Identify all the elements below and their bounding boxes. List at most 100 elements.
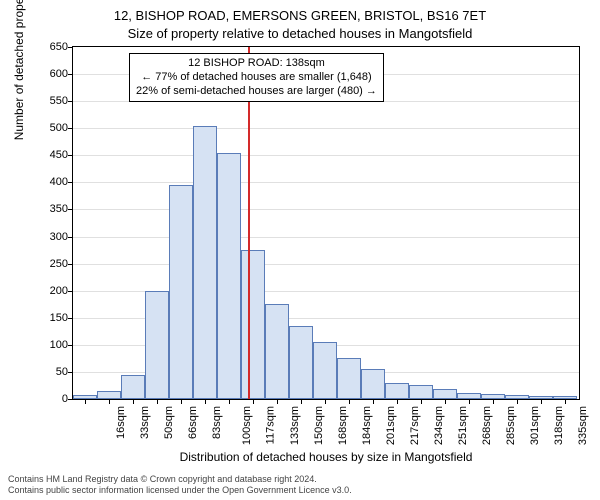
xtick-label: 100sqm <box>241 406 253 445</box>
xtick-label: 66sqm <box>187 406 199 439</box>
ytick-label: 400 <box>28 176 68 188</box>
xtick-mark <box>421 400 422 404</box>
ytick-mark <box>68 399 72 400</box>
annotation-box: 12 BISHOP ROAD: 138sqm ← 77% of detached… <box>129 53 384 102</box>
gridline <box>73 264 579 265</box>
histogram-bar <box>193 126 217 399</box>
histogram-bar <box>337 358 361 399</box>
histogram-bar <box>361 369 385 399</box>
xtick-label: 117sqm <box>264 406 276 444</box>
xtick-label: 168sqm <box>337 406 349 445</box>
xtick-mark <box>205 400 206 404</box>
histogram-bar <box>409 385 433 399</box>
xtick-label: 50sqm <box>163 406 175 439</box>
ytick-mark <box>68 264 72 265</box>
ytick-label: 0 <box>28 393 68 405</box>
xtick-mark <box>229 400 230 404</box>
histogram-bar <box>265 304 289 399</box>
histogram-bar <box>169 185 193 399</box>
xtick-label: 234sqm <box>433 406 445 445</box>
xtick-label: 83sqm <box>211 406 223 439</box>
histogram-bar <box>217 153 241 399</box>
gridline <box>73 128 579 129</box>
xtick-mark <box>277 400 278 404</box>
xtick-label: 301sqm <box>529 406 541 445</box>
histogram-bar <box>553 396 577 399</box>
ytick-mark <box>68 47 72 48</box>
xtick-mark <box>253 400 254 404</box>
xtick-label: 268sqm <box>481 406 493 445</box>
annotation-line2: ← 77% of detached houses are smaller (1,… <box>136 71 377 85</box>
ytick-label: 600 <box>28 68 68 80</box>
xtick-mark <box>157 400 158 404</box>
xtick-mark <box>445 400 446 404</box>
ytick-label: 50 <box>28 366 68 378</box>
annotation-line3: 22% of semi-detached houses are larger (… <box>136 85 377 99</box>
xtick-mark <box>517 400 518 404</box>
ytick-label: 550 <box>28 95 68 107</box>
ytick-mark <box>68 128 72 129</box>
x-axis-label: Distribution of detached houses by size … <box>72 450 580 464</box>
ytick-mark <box>68 101 72 102</box>
ytick-label: 300 <box>28 231 68 243</box>
ytick-label: 650 <box>28 41 68 53</box>
xtick-label: 201sqm <box>385 406 397 445</box>
histogram-bar <box>505 395 529 399</box>
xtick-mark <box>565 400 566 404</box>
xtick-mark <box>181 400 182 404</box>
ytick-mark <box>68 237 72 238</box>
histogram-bar <box>481 394 505 399</box>
ytick-label: 200 <box>28 285 68 297</box>
xtick-mark <box>397 400 398 404</box>
histogram-bar <box>121 375 145 399</box>
xtick-label: 184sqm <box>361 406 373 445</box>
ytick-mark <box>68 291 72 292</box>
xtick-label: 318sqm <box>553 406 565 445</box>
footer-line2: Contains public sector information licen… <box>8 485 352 496</box>
ytick-mark <box>68 209 72 210</box>
histogram-bar <box>313 342 337 399</box>
xtick-mark <box>109 400 110 404</box>
ytick-label: 350 <box>28 203 68 215</box>
gridline <box>73 237 579 238</box>
xtick-label: 217sqm <box>409 406 421 445</box>
plot-area: 12 BISHOP ROAD: 138sqm ← 77% of detached… <box>72 46 580 400</box>
xtick-mark <box>493 400 494 404</box>
ytick-mark <box>68 372 72 373</box>
xtick-mark <box>325 400 326 404</box>
xtick-mark <box>349 400 350 404</box>
ytick-label: 500 <box>28 122 68 134</box>
ytick-label: 250 <box>28 258 68 270</box>
xtick-mark <box>301 400 302 404</box>
xtick-label: 33sqm <box>139 406 151 439</box>
chart-title-line2: Size of property relative to detached ho… <box>0 26 600 41</box>
ytick-label: 150 <box>28 312 68 324</box>
ytick-mark <box>68 155 72 156</box>
xtick-label: 133sqm <box>289 406 301 445</box>
gridline <box>73 155 579 156</box>
xtick-label: 335sqm <box>577 406 589 445</box>
footer-line1: Contains HM Land Registry data © Crown c… <box>8 474 352 485</box>
histogram-bar <box>241 250 265 399</box>
histogram-bar <box>529 396 553 399</box>
ytick-label: 450 <box>28 149 68 161</box>
gridline <box>73 182 579 183</box>
xtick-mark <box>85 400 86 404</box>
chart-title-line1: 12, BISHOP ROAD, EMERSONS GREEN, BRISTOL… <box>0 8 600 23</box>
xtick-mark <box>373 400 374 404</box>
gridline <box>73 209 579 210</box>
ytick-mark <box>68 74 72 75</box>
xtick-label: 285sqm <box>505 406 517 445</box>
chart-container: 12, BISHOP ROAD, EMERSONS GREEN, BRISTOL… <box>0 0 600 500</box>
ytick-mark <box>68 345 72 346</box>
y-axis-label: Number of detached properties <box>12 0 26 140</box>
xtick-mark <box>541 400 542 404</box>
xtick-mark <box>469 400 470 404</box>
histogram-bar <box>97 391 121 399</box>
histogram-bar <box>145 291 169 399</box>
xtick-label: 16sqm <box>115 406 127 439</box>
xtick-mark <box>133 400 134 404</box>
histogram-bar <box>457 393 481 399</box>
ytick-label: 100 <box>28 339 68 351</box>
histogram-bar <box>433 389 457 399</box>
